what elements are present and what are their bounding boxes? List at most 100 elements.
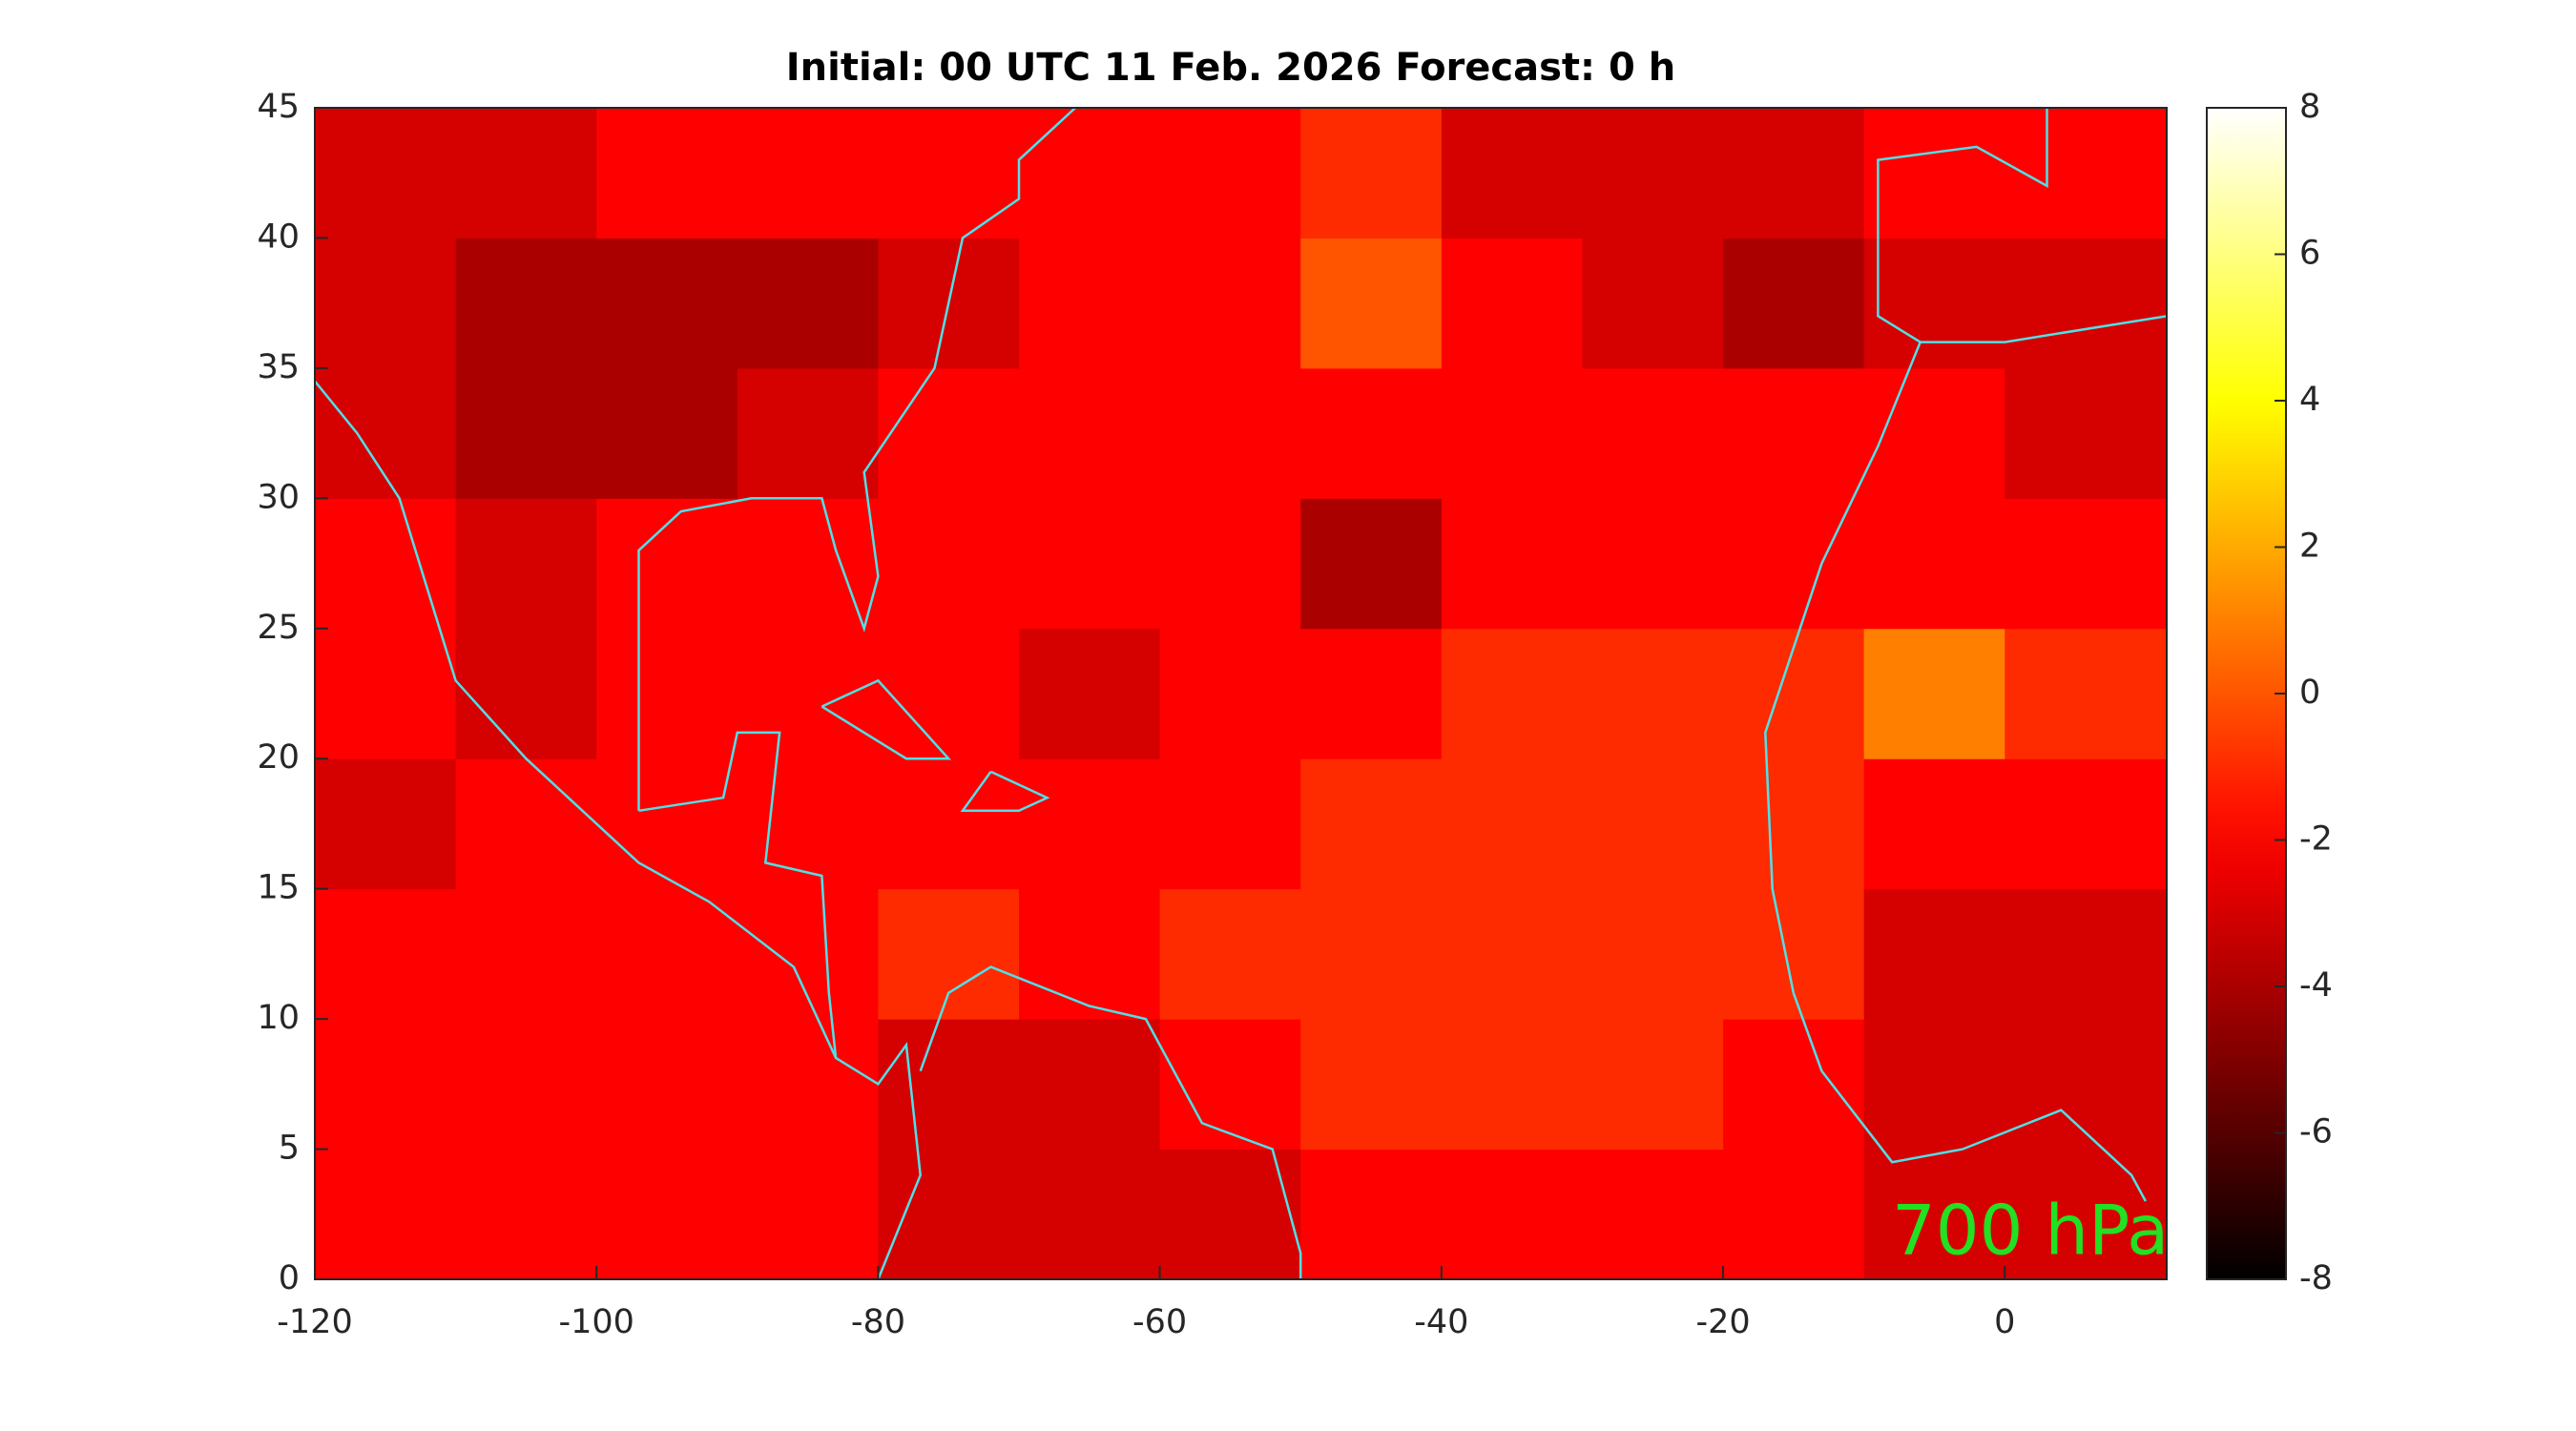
- colorbar-tick-label: 8: [2299, 88, 2320, 126]
- heat-cell: [1441, 1019, 1583, 1151]
- colorbar-tick-label: 6: [2299, 235, 2320, 273]
- heat-cell: [1159, 108, 1301, 238]
- heat-cell: [1582, 498, 1724, 630]
- heat-cell: [315, 888, 457, 1020]
- y-tick-label: 35: [257, 348, 300, 386]
- coastline: [1764, 315, 2167, 1202]
- heat-cell: [1159, 758, 1301, 890]
- y-tick-label: 10: [257, 999, 300, 1037]
- x-tick-label: -100: [558, 1303, 634, 1341]
- heat-cell: [2005, 888, 2167, 1020]
- heat-cell: [737, 758, 879, 890]
- heat-cell: [737, 628, 879, 759]
- heat-cell: [596, 108, 738, 238]
- heat-cell: [1863, 758, 2005, 890]
- heat-cell: [596, 1149, 738, 1279]
- heat-cell: [1441, 758, 1583, 890]
- heat-cell: [315, 238, 457, 369]
- y-tick-label: 25: [257, 609, 300, 647]
- heat-cell: [455, 628, 597, 759]
- colorbar-tick-label: 2: [2299, 528, 2320, 566]
- heat-cell: [1582, 888, 1724, 1020]
- heat-cell: [2005, 238, 2167, 369]
- coastline: [315, 380, 922, 1279]
- heat-cell: [1019, 1019, 1161, 1151]
- heat-cell: [2005, 108, 2167, 238]
- heat-cell: [1300, 758, 1443, 890]
- heat-cell: [878, 1019, 1020, 1151]
- heat-cell: [1159, 1149, 1301, 1279]
- heat-cell: [1019, 108, 1161, 238]
- heat-cell: [1863, 888, 2005, 1020]
- heat-cell: [1159, 238, 1301, 369]
- coastline: [638, 731, 838, 1059]
- heat-cell: [1582, 108, 1724, 238]
- colorbar-tick-label: 4: [2299, 381, 2320, 419]
- heat-cell: [878, 888, 1020, 1020]
- coastline: [1877, 108, 2048, 343]
- chart-title: Initial: 00 UTC 11 Feb. 2026 Forecast: 0…: [786, 46, 1675, 90]
- heat-cell: [2005, 498, 2167, 630]
- heat-cell: [596, 367, 738, 499]
- colorbar-tick-label: -6: [2299, 1113, 2333, 1151]
- heat-cell: [1723, 1019, 1865, 1151]
- heat-cell: [1582, 238, 1724, 369]
- heat-cell: [1441, 888, 1583, 1020]
- x-tick-label: -80: [851, 1303, 905, 1341]
- heat-cell: [1863, 1019, 2005, 1151]
- colorbar-tick-label: 0: [2299, 674, 2320, 712]
- heat-cell: [737, 367, 879, 499]
- heat-cell: [737, 108, 879, 238]
- heat-cell: [315, 1019, 457, 1151]
- heat-cell: [1300, 108, 1443, 238]
- heat-cell: [315, 1149, 457, 1279]
- heat-cell: [1723, 1149, 1865, 1279]
- heat-cell: [1300, 1149, 1443, 1279]
- heat-cell: [1300, 367, 1443, 499]
- heat-cell: [1441, 1149, 1583, 1279]
- x-tick-label: -60: [1132, 1303, 1187, 1341]
- heat-cell: [1441, 628, 1583, 759]
- y-tick-label: 5: [279, 1130, 300, 1168]
- heat-cell: [315, 108, 457, 238]
- coastline: [960, 770, 1050, 813]
- heat-cell: [1300, 628, 1443, 759]
- heat-cell: [878, 498, 1020, 630]
- heat-cell: [1159, 888, 1301, 1020]
- heat-cell: [737, 1149, 879, 1279]
- heat-cell: [1159, 1019, 1301, 1151]
- heat-cell: [1863, 498, 2005, 630]
- heat-cell: [737, 238, 879, 369]
- heat-cell: [596, 238, 738, 369]
- heat-cell: [1582, 758, 1724, 890]
- y-tick-label: 30: [257, 478, 300, 516]
- coastline: [821, 678, 952, 760]
- heat-cell: [1019, 367, 1161, 499]
- heat-cell: [455, 1019, 597, 1151]
- x-tick-label: 0: [1994, 1303, 2015, 1341]
- heat-cell: [1441, 238, 1583, 369]
- heat-cell: [455, 238, 597, 369]
- heat-cell: [878, 628, 1020, 759]
- heat-cell: [1582, 628, 1724, 759]
- x-tick-label: -20: [1695, 1303, 1750, 1341]
- heat-cell: [1723, 367, 1865, 499]
- heat-cell: [1019, 628, 1161, 759]
- heat-cell: [1723, 498, 1865, 630]
- heat-cell: [596, 758, 738, 890]
- heatmap: [315, 108, 2167, 1279]
- heat-cell: [315, 758, 457, 890]
- y-tick-label: 45: [257, 88, 300, 126]
- heat-cell: [878, 1149, 1020, 1279]
- heat-cell: [1723, 758, 1865, 890]
- heat-cell: [455, 367, 597, 499]
- heat-cell: [1582, 367, 1724, 499]
- y-tick-label: 0: [279, 1259, 300, 1297]
- colorbar-tick-label: -4: [2299, 966, 2333, 1005]
- x-tick-label: -120: [277, 1303, 352, 1341]
- heat-cell: [1300, 238, 1443, 369]
- heat-cell: [1863, 1149, 2005, 1279]
- heat-cell: [1019, 1149, 1161, 1279]
